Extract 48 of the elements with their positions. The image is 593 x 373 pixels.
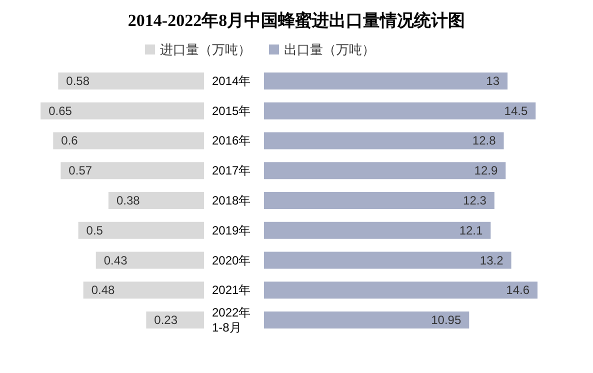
bar — [60, 162, 204, 180]
data-label: 10.95 — [431, 313, 462, 328]
bar — [96, 252, 204, 269]
data-label: 0.38 — [116, 194, 140, 208]
y-tick-label: 2022年 1-8月 — [212, 306, 251, 335]
data-label: 12.3 — [463, 194, 487, 208]
bar — [264, 312, 470, 329]
data-label: 13 — [486, 74, 500, 88]
y-tick-label: 2018年 — [212, 194, 251, 208]
bar — [78, 222, 204, 239]
bar — [264, 162, 506, 180]
legend-label: 进口量（万吨） — [160, 42, 251, 57]
y-tick-label: 2020年 — [212, 253, 251, 268]
bar — [40, 102, 204, 120]
y-tick-label: 2014年 — [212, 74, 251, 88]
data-label: 0.58 — [66, 74, 90, 88]
data-label: 0.6 — [61, 134, 78, 148]
bar — [264, 252, 512, 269]
bar — [264, 132, 504, 150]
bar — [264, 102, 536, 120]
data-label: 13.2 — [480, 253, 504, 268]
bar — [53, 132, 204, 150]
bar — [264, 222, 491, 239]
bar — [108, 192, 204, 209]
data-label: 12.9 — [474, 164, 498, 178]
bar — [264, 282, 538, 299]
data-label: 0.5 — [86, 223, 104, 238]
text: 2014-2022年8月中国蜂蜜进出口量情况统计图 — [126, 10, 466, 32]
data-label: 12.1 — [459, 223, 483, 238]
data-label: 0.43 — [104, 253, 128, 268]
data-label: 0.65 — [48, 104, 72, 118]
data-label: 0.23 — [154, 313, 178, 328]
data-label: 12.8 — [472, 134, 496, 148]
data-label: 14.5 — [504, 104, 528, 118]
y-tick-label: 2015年 — [212, 104, 251, 118]
data-label: 14.6 — [506, 283, 530, 298]
bar — [83, 282, 204, 299]
data-label: 0.48 — [91, 283, 115, 298]
bar — [264, 192, 494, 209]
y-tick-label: 2019年 — [212, 223, 251, 238]
bar — [264, 72, 508, 90]
y-tick-label: 2021年 — [212, 283, 251, 298]
bar — [58, 72, 204, 90]
legend-label: 出口量（万吨） — [284, 42, 375, 57]
y-tick-label: 2016年 — [212, 134, 251, 148]
y-tick-label: 2017年 — [212, 164, 251, 178]
bar — [146, 312, 204, 329]
data-label: 0.57 — [68, 164, 92, 178]
